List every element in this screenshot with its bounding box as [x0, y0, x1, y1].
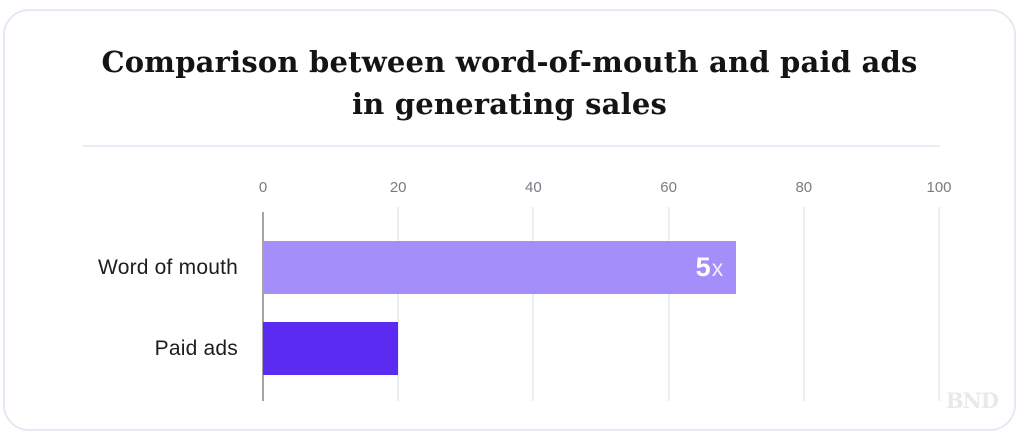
chart-title-line1: Comparison between word-of-mouth and pai… [101, 45, 918, 79]
chart-title-line2: in generating sales [351, 87, 668, 122]
chart-title: Comparison between word-of-mouth and pai… [5, 41, 1014, 125]
bar-word-of-mouth: 5x [263, 241, 737, 294]
title-divider [83, 145, 940, 147]
chart-card: Comparison between word-of-mouth and pai… [3, 9, 1016, 431]
x-tick-label: 20 [389, 179, 407, 196]
x-tick-label: 40 [525, 179, 542, 196]
gridline [802, 207, 805, 401]
watermark-logo: BND [945, 388, 999, 413]
gridline [667, 207, 670, 401]
bar-paid-ads [263, 322, 399, 375]
bar-annotation-word-of-mouth: 5x [695, 252, 724, 282]
category-label-word-of-mouth: Word of mouth [98, 255, 238, 279]
x-tick-label: 80 [795, 179, 813, 196]
x-tick-label: 100 [926, 179, 952, 196]
x-tick-label: 60 [660, 179, 677, 196]
gridline [397, 207, 400, 401]
category-label-paid-ads: Paid ads [154, 336, 238, 360]
y-axis-line [262, 212, 264, 401]
gridline [532, 207, 535, 401]
gridline [938, 207, 940, 401]
x-tick-label: 0 [258, 179, 268, 196]
chart: 0 20 40 60 80 100 Word of mouth 5x Paid ads [98, 174, 952, 409]
